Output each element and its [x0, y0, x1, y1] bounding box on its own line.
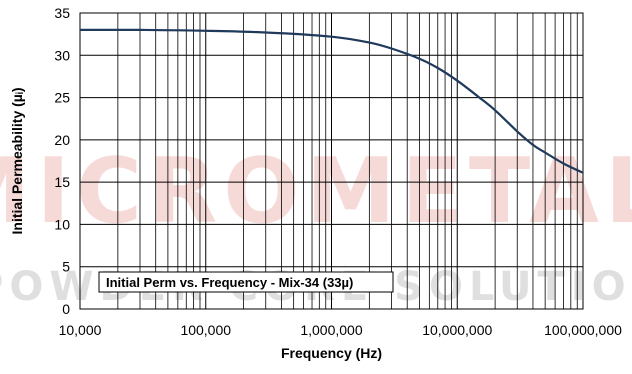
x-tick-label: 100,000	[180, 322, 231, 338]
y-axis-title: Initial Permeability (µᵢ)	[9, 88, 25, 235]
x-axis-title: Frequency (Hz)	[281, 345, 382, 361]
y-axis-ticks: 0 5 10 15 20 25 30 35	[54, 5, 70, 317]
y-tick-label: 5	[62, 259, 70, 275]
series-line	[79, 28, 584, 174]
x-tick-label: 10,000,000	[422, 322, 492, 338]
y-tick-label: 0	[62, 301, 70, 317]
y-tick-label: 35	[54, 5, 70, 21]
gridlines	[80, 13, 583, 309]
x-axis-ticks: 10,000 100,000 1,000,000 10,000,000 100,000,…	[59, 322, 623, 338]
chart-annotation: Initial Perm vs. Frequency - Mix-34 (33µ…	[98, 271, 394, 293]
y-tick-label: 10	[54, 216, 70, 232]
x-tick-label: 100,000,000	[544, 322, 622, 338]
y-tick-label: 15	[54, 174, 70, 190]
y-tick-label: 25	[54, 90, 70, 106]
chart-annotation-text: Initial Perm vs. Frequency - Mix-34 (33µ…	[106, 275, 353, 290]
y-tick-label: 30	[54, 47, 70, 63]
x-tick-label: 10,000	[59, 322, 102, 338]
plot-area-frame	[79, 12, 584, 310]
x-tick-label: 1,000,000	[300, 322, 362, 338]
y-tick-label: 20	[54, 132, 70, 148]
watermark-brand-text: MICROMETALS	[0, 139, 632, 244]
